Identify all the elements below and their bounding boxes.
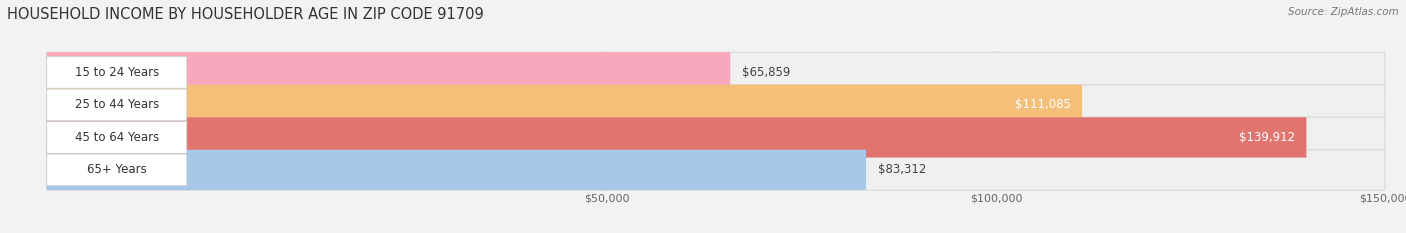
FancyBboxPatch shape: [46, 154, 187, 186]
Text: $111,085: $111,085: [1015, 98, 1070, 111]
Text: $139,912: $139,912: [1239, 131, 1295, 144]
FancyBboxPatch shape: [46, 150, 1385, 190]
FancyBboxPatch shape: [46, 52, 1385, 93]
Text: 45 to 64 Years: 45 to 64 Years: [75, 131, 159, 144]
FancyBboxPatch shape: [46, 85, 1385, 125]
Text: 65+ Years: 65+ Years: [87, 163, 146, 176]
Text: $83,312: $83,312: [877, 163, 927, 176]
FancyBboxPatch shape: [46, 85, 1083, 125]
FancyBboxPatch shape: [46, 122, 187, 153]
FancyBboxPatch shape: [46, 57, 187, 88]
Text: HOUSEHOLD INCOME BY HOUSEHOLDER AGE IN ZIP CODE 91709: HOUSEHOLD INCOME BY HOUSEHOLDER AGE IN Z…: [7, 7, 484, 22]
Text: 25 to 44 Years: 25 to 44 Years: [75, 98, 159, 111]
FancyBboxPatch shape: [46, 89, 187, 121]
FancyBboxPatch shape: [46, 52, 730, 93]
Text: 15 to 24 Years: 15 to 24 Years: [75, 66, 159, 79]
FancyBboxPatch shape: [46, 117, 1385, 158]
FancyBboxPatch shape: [46, 150, 866, 190]
Text: Source: ZipAtlas.com: Source: ZipAtlas.com: [1288, 7, 1399, 17]
FancyBboxPatch shape: [46, 117, 1306, 158]
Text: $65,859: $65,859: [742, 66, 790, 79]
